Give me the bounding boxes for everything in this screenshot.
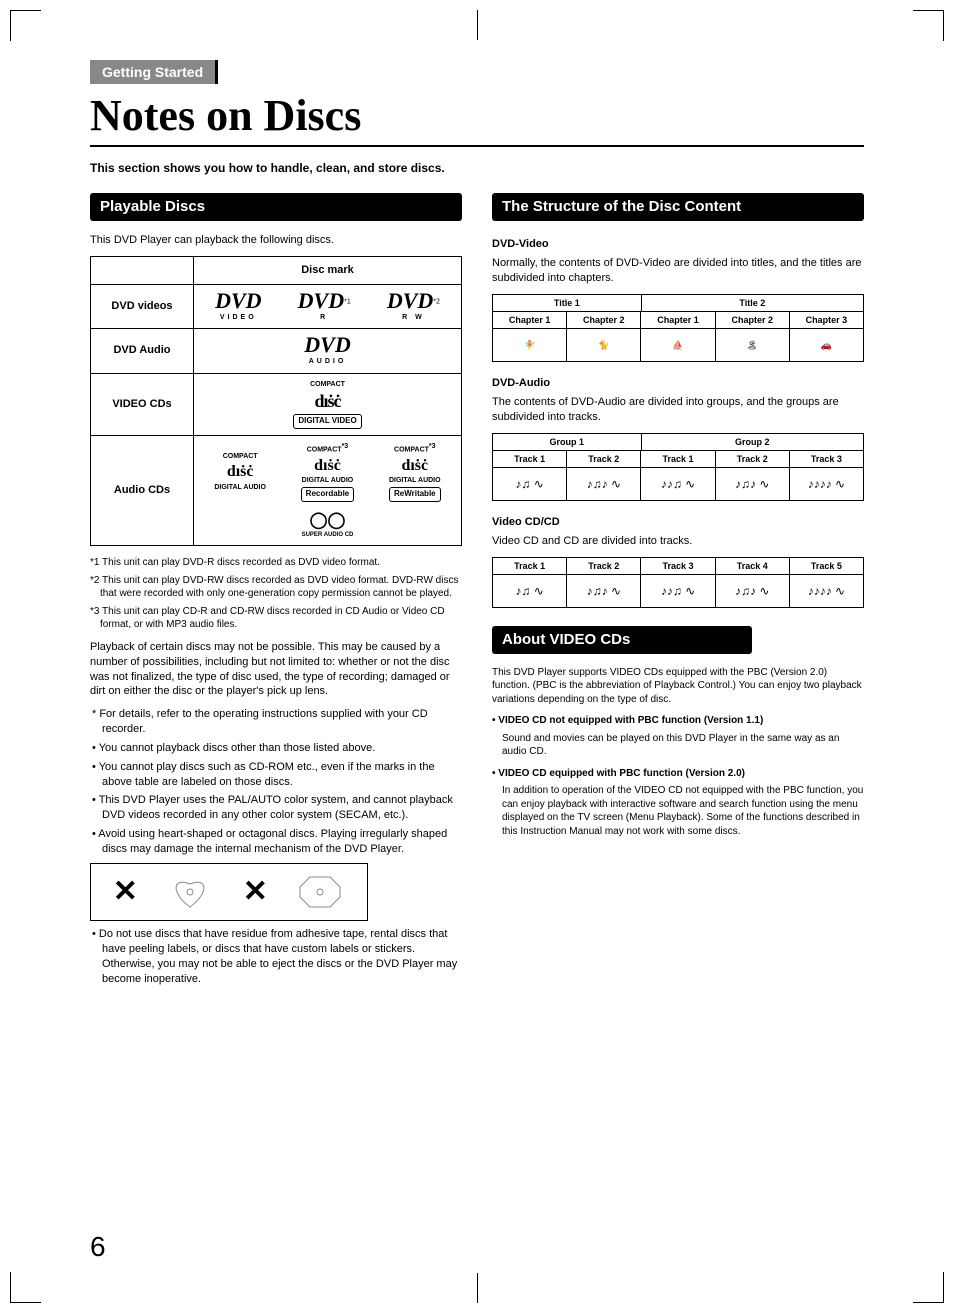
vcd-structure: Track 1 Track 2 Track 3 Track 4 Track 5 … <box>492 557 864 608</box>
chapter-thumb-icon: ⛵ <box>641 329 715 361</box>
dvd-audio-structure: Group 1 Group 2 Track 1 Track 2 Track 1 … <box>492 433 864 501</box>
shape-warning-box: ✕ ✕ <box>90 863 368 922</box>
disc-table: Disc mark DVD videos DVDVIDEO DVD*1R DVD… <box>90 256 462 546</box>
chapter-thumb-icon: 🏝 <box>716 329 790 361</box>
music-note-icon: ♪♫♪ ∿ <box>716 468 790 500</box>
footnote-1: *1 This unit can play DVD-R discs record… <box>100 556 462 570</box>
music-note-icon: ♪♫ ∿ <box>493 468 567 500</box>
bullet-4: • Avoid using heart-shaped or octagonal … <box>102 827 462 857</box>
chapter-thumb-icon: 🚗 <box>790 329 863 361</box>
octagon-disc-icon <box>295 872 345 912</box>
chapter-thumb-icon: 🐈 <box>567 329 641 361</box>
music-note-icon: ♪♫♪ ∿ <box>716 575 790 607</box>
chapter-thumb-icon: 🧚 <box>493 329 567 361</box>
music-note-icon: ♪♫♪ ∿ <box>567 575 641 607</box>
playable-sub: This DVD Player can playback the followi… <box>90 233 462 248</box>
right-column: The Structure of the Disc Content DVD-Vi… <box>492 189 864 991</box>
section-head-structure: The Structure of the Disc Content <box>492 193 864 221</box>
disc-mark-header: Disc mark <box>194 257 462 285</box>
sacd-logo-icon: ◯◯ SUPER AUDIO CD <box>200 510 455 540</box>
bullet-0: * For details, refer to the operating in… <box>102 707 462 737</box>
music-note-icon: ♪♫ ∿ <box>493 575 567 607</box>
bullet-3: • This DVD Player uses the PAL/AUTO colo… <box>102 793 462 823</box>
vcd-head: Video CD/CD <box>492 515 864 530</box>
cd-r-logo-icon: dıṡċ <box>301 455 355 477</box>
section-head-about-vcd: About VIDEO CDs <box>492 626 752 654</box>
about-b2-text: In addition to operation of the VIDEO CD… <box>502 784 864 838</box>
music-note-icon: ♪♫♪ ∿ <box>567 468 641 500</box>
row-dvd-video: DVD videos <box>91 284 194 328</box>
about-b1-head: • VIDEO CD not equipped with PBC functio… <box>492 714 864 728</box>
bullet-2: • You cannot play discs such as CD-ROM e… <box>102 760 462 790</box>
cd-da-logo-icon: dıṡċ <box>214 461 266 483</box>
dvd-logo-icon: DVD <box>215 288 261 313</box>
footnote-2: *2 This unit can play DVD-RW discs recor… <box>100 574 462 601</box>
left-column: Playable Discs This DVD Player can playb… <box>90 189 462 991</box>
heart-disc-icon <box>165 872 215 912</box>
footnote-3: *3 This unit can play CD-R and CD-RW dis… <box>100 605 462 632</box>
x-icon: ✕ <box>113 872 138 913</box>
about-b2-head: • VIDEO CD equipped with PBC function (V… <box>492 767 864 781</box>
breadcrumb: Getting Started <box>90 60 218 84</box>
row-dvd-audio: DVD Audio <box>91 329 194 373</box>
dvd-rw-logo-icon: DVD <box>387 288 433 313</box>
page-number: 6 <box>90 1231 106 1263</box>
cd-rw-logo-icon: dıṡċ <box>389 455 441 477</box>
dvd-audio-text: The contents of DVD-Audio are divided in… <box>492 395 864 425</box>
music-note-icon: ♪♪♪♪ ∿ <box>790 575 863 607</box>
row-video-cd: VIDEO CDs <box>91 373 194 436</box>
about-b1-text: Sound and movies can be played on this D… <box>502 732 864 759</box>
cd-disc-logo-icon: dıṡċ <box>293 389 361 413</box>
bullet-1: • You cannot playback discs other than t… <box>102 741 462 756</box>
playback-para: Playback of certain discs may not be pos… <box>90 640 462 699</box>
page-title: Notes on Discs <box>90 90 864 141</box>
vcd-text: Video CD and CD are divided into tracks. <box>492 534 864 549</box>
bullet-5: • Do not use discs that have residue fro… <box>102 927 462 986</box>
row-audio-cd: Audio CDs <box>91 436 194 546</box>
intro-text: This section shows you how to handle, cl… <box>90 161 864 175</box>
dvd-video-text: Normally, the contents of DVD-Video are … <box>492 256 864 286</box>
music-note-icon: ♪♪♫ ∿ <box>641 575 715 607</box>
dvd-r-logo-icon: DVD <box>298 288 344 313</box>
dvd-audio-logo-icon: DVD <box>304 332 350 357</box>
dvd-video-head: DVD-Video <box>492 237 864 252</box>
music-note-icon: ♪♪♪♪ ∿ <box>790 468 863 500</box>
section-head-playable: Playable Discs <box>90 193 462 221</box>
dvd-video-structure: Title 1 Title 2 Chapter 1 Chapter 2 Chap… <box>492 294 864 362</box>
about-intro: This DVD Player supports VIDEO CDs equip… <box>492 666 864 707</box>
music-note-icon: ♪♪♫ ∿ <box>641 468 715 500</box>
dvd-audio-head: DVD-Audio <box>492 376 864 391</box>
x-icon: ✕ <box>243 872 268 913</box>
